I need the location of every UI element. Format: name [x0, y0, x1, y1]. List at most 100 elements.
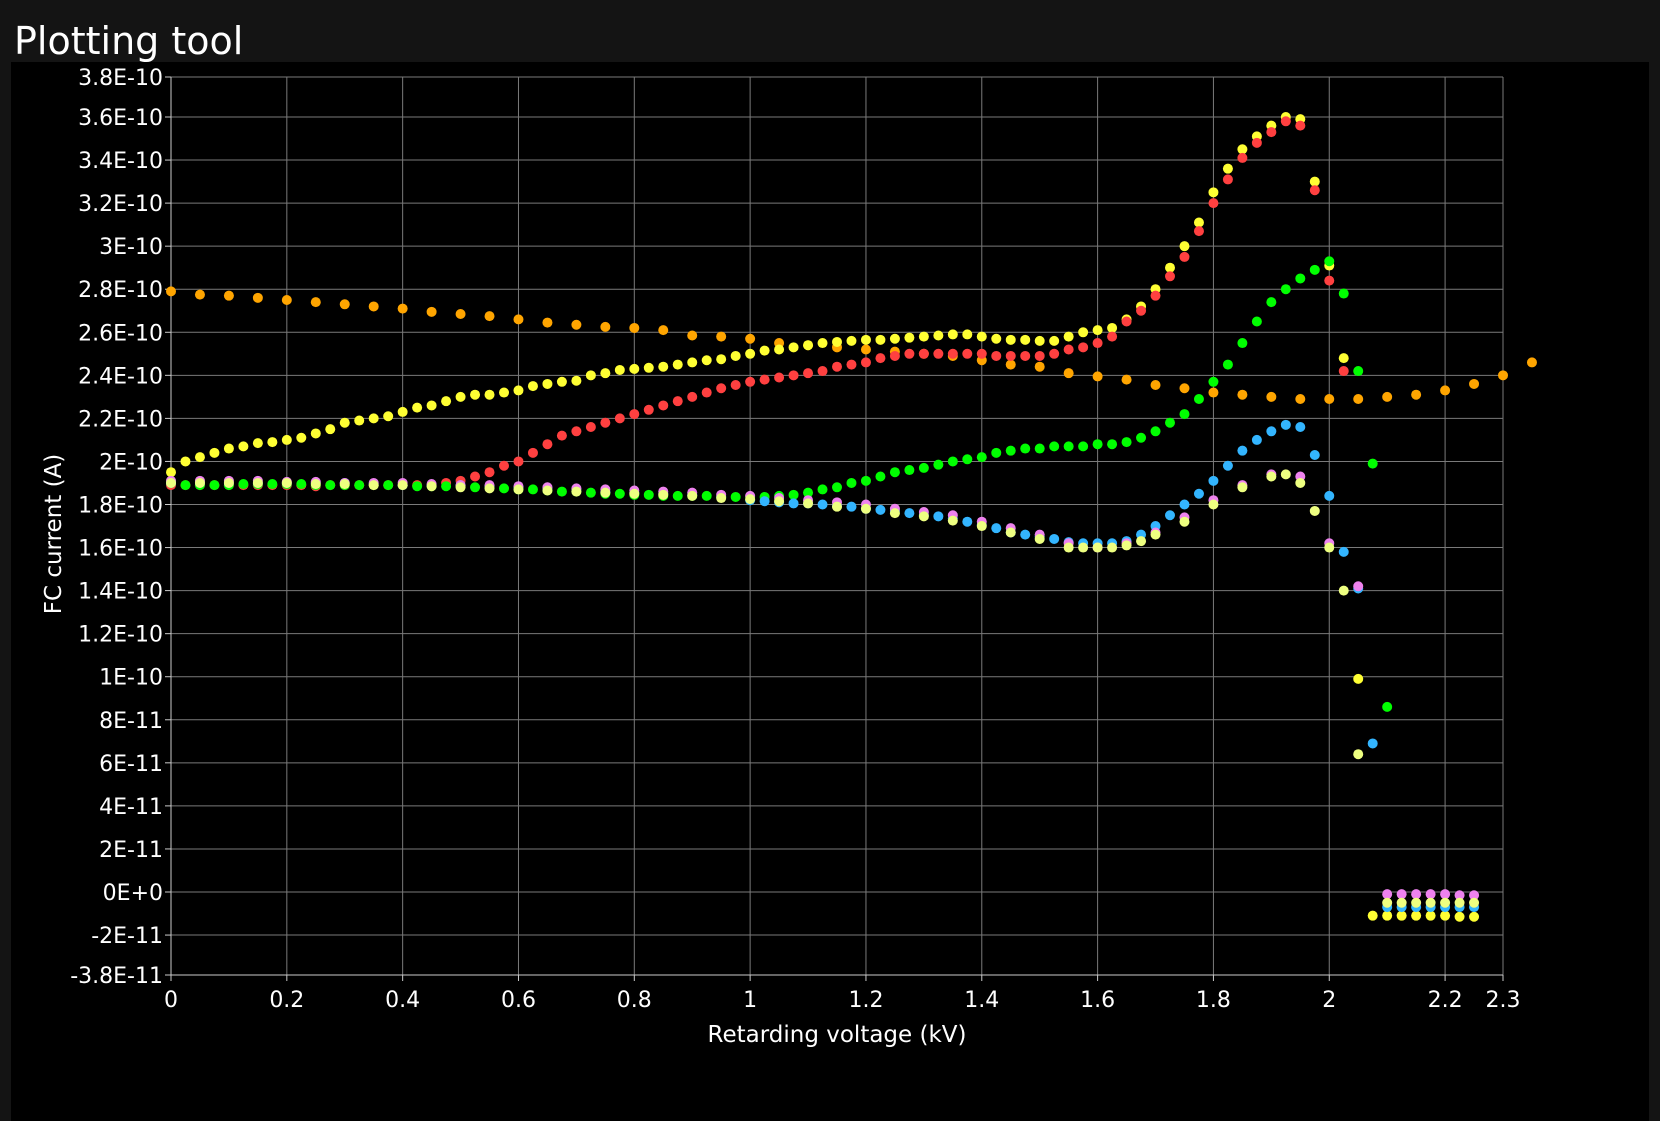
data-point-series-1 — [629, 322, 640, 333]
data-point-series-2 — [1353, 673, 1364, 684]
data-point-series-4 — [1107, 439, 1118, 450]
data-point-series-3 — [774, 372, 785, 383]
data-point-series-1 — [1237, 389, 1248, 400]
data-point-series-3 — [1222, 174, 1233, 185]
data-point-series-2 — [947, 329, 958, 340]
data-point-series-3 — [556, 430, 567, 441]
data-point-series-2 — [1367, 910, 1378, 921]
data-point-series-4 — [267, 479, 278, 490]
data-point-series-5 — [1179, 499, 1190, 510]
data-point-series-2 — [383, 411, 394, 422]
data-point-series-4 — [180, 480, 191, 491]
data-point-series-4 — [1092, 439, 1103, 450]
data-point-series-4 — [354, 480, 365, 491]
data-point-series-7 — [889, 508, 900, 519]
data-point-series-2 — [1222, 163, 1233, 174]
data-point-series-2 — [1092, 325, 1103, 336]
data-point-series-4 — [238, 479, 249, 490]
data-point-series-3 — [1193, 226, 1204, 237]
data-point-series-7 — [223, 477, 234, 488]
scatter-chart[interactable]: 0 0.2 0.4 0.6 0.8 1 1.2 1.4 1.6 1.8 2 2.2 2.3 3.8E-10… — [11, 62, 1649, 1121]
data-point-series-1 — [194, 289, 205, 300]
data-point-series-3 — [1005, 350, 1016, 361]
data-point-series-5 — [1020, 529, 1031, 540]
data-point-series-4 — [933, 459, 944, 470]
data-point-series-2 — [339, 417, 350, 428]
data-point-series-7 — [1396, 897, 1407, 908]
data-point-series-2 — [1309, 176, 1320, 187]
y-tick-label: 8E-11 — [99, 709, 163, 734]
x-tick-label: 0.8 — [617, 988, 652, 1013]
y-tick-label: 2E-11 — [99, 838, 163, 863]
data-point-series-2 — [1237, 144, 1248, 155]
plot-area[interactable]: 0 0.2 0.4 0.6 0.8 1 1.2 1.4 1.6 1.8 2 2.2 2.3 3.8E-10… — [11, 62, 1649, 1121]
data-point-series-7 — [860, 503, 871, 514]
data-point-series-2 — [1034, 335, 1045, 346]
data-point-series-6 — [1382, 889, 1393, 900]
data-point-series-2 — [542, 378, 553, 389]
data-point-series-7 — [1063, 542, 1074, 553]
data-point-series-3 — [542, 439, 553, 450]
data-point-series-3 — [745, 376, 756, 387]
data-point-series-2 — [223, 443, 234, 454]
data-point-series-7 — [1121, 540, 1132, 551]
data-point-series-4 — [1324, 256, 1335, 267]
data-point-series-2 — [1020, 334, 1031, 345]
data-point-series-2 — [238, 441, 249, 452]
data-point-series-4 — [556, 486, 567, 497]
data-point-series-3 — [817, 366, 828, 377]
data-point-series-4 — [889, 467, 900, 478]
data-point-series-2 — [426, 400, 437, 411]
data-point-series-2 — [933, 330, 944, 341]
data-point-series-5 — [1309, 449, 1320, 460]
data-point-series-2 — [281, 434, 292, 445]
data-point-series-2 — [1107, 322, 1118, 333]
data-point-series-2 — [1005, 334, 1016, 345]
data-point-series-2 — [397, 406, 408, 417]
x-axis-title: Retarding voltage (kV) — [708, 1022, 967, 1048]
y-tick-label: 2.4E-10 — [78, 364, 163, 389]
data-point-series-3 — [527, 447, 538, 458]
data-point-series-3 — [1136, 305, 1147, 316]
data-point-series-1 — [1411, 389, 1422, 400]
data-point-series-1 — [339, 299, 350, 310]
data-point-series-4 — [1063, 441, 1074, 452]
data-point-series-7 — [1107, 542, 1118, 553]
data-point-series-2 — [209, 447, 220, 458]
data-point-series-6 — [1469, 890, 1480, 901]
x-tick-label: 2 — [1322, 988, 1336, 1013]
data-point-series-3 — [1237, 152, 1248, 163]
data-point-series-3 — [672, 396, 683, 407]
data-point-series-2 — [1193, 217, 1204, 228]
data-point-series-7 — [542, 485, 553, 496]
data-point-series-3 — [629, 409, 640, 420]
data-point-series-4 — [1237, 338, 1248, 349]
data-point-series-3 — [1324, 275, 1335, 286]
data-point-series-3 — [701, 387, 712, 398]
y-tick-label: 1.2E-10 — [78, 623, 163, 648]
data-point-series-7 — [947, 515, 958, 526]
data-point-series-5 — [759, 496, 770, 507]
data-point-series-3 — [600, 417, 611, 428]
data-point-series-4 — [1338, 288, 1349, 299]
data-point-series-1 — [1034, 361, 1045, 372]
data-point-series-1 — [1353, 394, 1364, 405]
data-point-series-3 — [643, 404, 654, 415]
data-point-series-7 — [455, 482, 466, 493]
data-point-series-4 — [1266, 297, 1277, 308]
data-point-series-5 — [1367, 738, 1378, 749]
data-point-series-5 — [1266, 426, 1277, 437]
data-point-series-2 — [571, 375, 582, 386]
data-point-series-1 — [1498, 370, 1508, 381]
data-point-series-3 — [658, 400, 669, 411]
data-point-series-2 — [962, 329, 973, 340]
y-tick-label: 3.4E-10 — [78, 149, 163, 174]
data-point-series-3 — [759, 374, 770, 385]
data-point-series-7 — [252, 477, 263, 488]
data-point-series-4 — [1150, 426, 1161, 437]
data-point-series-1 — [716, 331, 727, 342]
data-point-series-2 — [759, 345, 770, 356]
data-point-series-3 — [1165, 271, 1175, 282]
data-point-series-3 — [1049, 348, 1060, 359]
data-point-series-2 — [1179, 241, 1190, 252]
